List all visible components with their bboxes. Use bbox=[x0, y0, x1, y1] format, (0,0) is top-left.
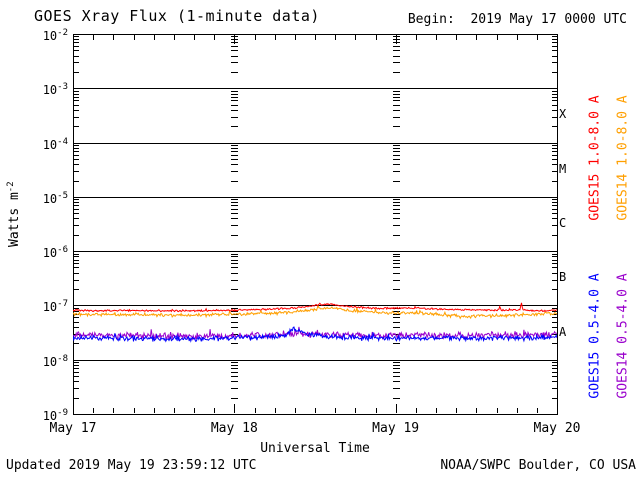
legend-goes14-1-0-8-0-a: GOES14 1.0-8.0 A bbox=[615, 95, 631, 221]
legend-goes14-0-5-4-0-a: GOES14 0.5-4.0 A bbox=[615, 273, 631, 399]
flare-class-m: M bbox=[559, 161, 567, 176]
y-tick-base: 10 bbox=[42, 29, 58, 43]
x-tick-label: May 19 bbox=[372, 421, 420, 436]
y-tick-exponent: -7 bbox=[57, 299, 68, 310]
series-goes14-1-0-8-0-a bbox=[73, 304, 557, 320]
y-tick-base: 10 bbox=[42, 83, 58, 98]
begin-timestamp: Begin: 2019 May 17 0000 UTC bbox=[407, 12, 627, 27]
y-tick-base: 10 bbox=[42, 137, 58, 152]
legend-goes15-1-0-8-0-a: GOES15 1.0-8.0 A bbox=[587, 95, 603, 221]
y-tick-exponent: -6 bbox=[57, 245, 68, 256]
flare-class-c: C bbox=[559, 216, 567, 230]
y-tick-label: 10-5 bbox=[26, 189, 68, 206]
y-tick-base: 10 bbox=[42, 354, 58, 369]
y-tick-exponent: -4 bbox=[57, 136, 68, 147]
y-tick-label: 10-2 bbox=[26, 26, 68, 43]
flare-class-a: A bbox=[559, 324, 567, 339]
y-tick-exponent: -3 bbox=[57, 82, 68, 93]
y-tick-exponent: -9 bbox=[57, 408, 68, 418]
x-axis-label: Universal Time bbox=[260, 441, 370, 456]
y-tick-base: 10 bbox=[42, 300, 58, 315]
y-tick-exponent: -2 bbox=[57, 28, 68, 38]
flare-class-b: B bbox=[559, 270, 567, 285]
flare-class-x: X bbox=[559, 107, 567, 122]
y-tick-base: 10 bbox=[42, 409, 58, 423]
x-tick-label: May 20 bbox=[533, 421, 581, 436]
y-tick-exponent: -5 bbox=[57, 190, 68, 201]
y-tick-label: 10-7 bbox=[26, 297, 68, 314]
source-attribution: NOAA/SWPC Boulder, CO USA bbox=[440, 458, 636, 473]
y-tick-label: 10-8 bbox=[26, 352, 68, 369]
x-tick-label: May 17 bbox=[49, 421, 97, 436]
y-tick-base: 10 bbox=[42, 246, 58, 261]
x-tick-label: May 18 bbox=[210, 421, 258, 436]
series-goes14-0-5-4-0-a bbox=[73, 326, 557, 341]
y-tick-base: 10 bbox=[42, 191, 58, 206]
y-tick-label: 10-3 bbox=[26, 80, 68, 97]
y-tick-label: 10-9 bbox=[26, 406, 68, 423]
series-goes15-1-0-8-0-a bbox=[73, 302, 557, 313]
page-title: GOES Xray Flux (1-minute data) bbox=[34, 7, 320, 25]
legend-goes15-0-5-4-0-a: GOES15 0.5-4.0 A bbox=[587, 273, 603, 399]
series-goes15-0-5-4-0-a bbox=[73, 326, 557, 343]
y-tick-label: 10-6 bbox=[26, 243, 68, 260]
y-tick-exponent: -8 bbox=[57, 353, 68, 364]
updated-timestamp: Updated 2019 May 19 23:59:12 UTC bbox=[6, 458, 257, 473]
y-tick-label: 10-4 bbox=[26, 135, 68, 152]
